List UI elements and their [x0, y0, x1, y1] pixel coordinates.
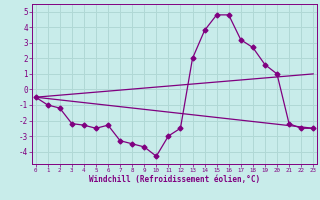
- X-axis label: Windchill (Refroidissement éolien,°C): Windchill (Refroidissement éolien,°C): [89, 175, 260, 184]
